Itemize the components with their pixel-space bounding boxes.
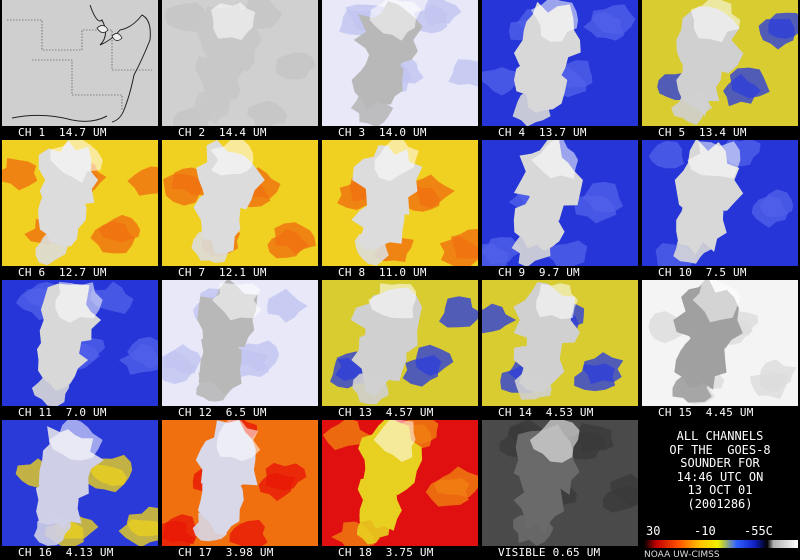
channel-tile: CH 14 4.53 UM <box>480 280 640 420</box>
satellite-image <box>642 0 798 126</box>
caption-line: 13 OCT 01 <box>687 483 753 497</box>
channel-tile: CH 11 7.0 UM <box>0 280 160 420</box>
channel-label: CH 7 12.1 UM <box>178 266 267 279</box>
scale-label-mid: -10 <box>694 524 716 538</box>
caption-line: SOUNDER FOR <box>680 456 760 470</box>
caption-line: 14:46 UTC ON <box>676 469 764 484</box>
channel-tile: CH 1 14.7 UM <box>0 0 160 140</box>
scale-label-warm: 30 <box>646 524 661 538</box>
channel-label: CH 16 4.13 UM <box>18 546 114 559</box>
satellite-image <box>2 280 158 406</box>
channel-tile: CH 10 7.5 UM <box>640 140 800 280</box>
caption-line: (2001286) <box>687 496 753 511</box>
channel-tile: CH 7 12.1 UM <box>160 140 320 280</box>
channel-label: CH 6 12.7 UM <box>18 266 107 279</box>
channel-tile: CH 18 3.75 UM <box>320 420 480 560</box>
channel-tile: CH 13 4.57 UM <box>320 280 480 420</box>
channel-label: CH 5 13.4 UM <box>658 126 747 139</box>
channel-label: CH 17 3.98 UM <box>178 546 274 559</box>
satellite-image <box>482 0 638 126</box>
channel-label: CH 11 7.0 UM <box>18 406 107 419</box>
satellite-image <box>2 0 158 126</box>
credit-text: NOAA UW-CIMSS <box>644 550 720 560</box>
satellite-image <box>2 420 158 546</box>
channel-label: VISIBLE 0.65 UM <box>498 546 601 559</box>
satellite-image <box>162 140 318 266</box>
channel-label: CH 14 4.53 UM <box>498 406 594 419</box>
channel-tile: CH 5 13.4 UM <box>640 0 800 140</box>
channel-label: CH 2 14.4 UM <box>178 126 267 139</box>
channel-label: CH 1 14.7 UM <box>18 126 107 139</box>
satellite-image <box>162 0 318 126</box>
satellite-image <box>322 420 478 546</box>
channel-label: CH 13 4.57 UM <box>338 406 434 419</box>
channel-label: CH 15 4.45 UM <box>658 406 754 419</box>
channel-label: CH 12 6.5 UM <box>178 406 267 419</box>
satellite-image <box>642 280 798 406</box>
satellite-image <box>162 420 318 546</box>
satellite-image <box>482 280 638 406</box>
channel-tile: VISIBLE 0.65 UM <box>480 420 640 560</box>
channel-tile: CH 16 4.13 UM <box>0 420 160 560</box>
channel-tile: CH 8 11.0 UM <box>320 140 480 280</box>
satellite-image <box>322 140 478 266</box>
scale-label-cold: -55C <box>744 524 773 538</box>
satellite-image <box>482 420 638 546</box>
channel-label: CH 4 13.7 UM <box>498 126 587 139</box>
channel-label: CH 8 11.0 UM <box>338 266 427 279</box>
channel-tile: CH 2 14.4 UM <box>160 0 320 140</box>
satellite-image <box>2 140 158 266</box>
channel-label: CH 3 14.0 UM <box>338 126 427 139</box>
satellite-image <box>162 280 318 406</box>
channel-label: CH 10 7.5 UM <box>658 266 747 279</box>
channel-tile: CH 9 9.7 UM <box>480 140 640 280</box>
satellite-image <box>322 280 478 406</box>
channel-tile: CH 12 6.5 UM <box>160 280 320 420</box>
channel-tile: CH 3 14.0 UM <box>320 0 480 140</box>
channel-tile: CH 17 3.98 UM <box>160 420 320 560</box>
satellite-image <box>642 140 798 266</box>
channel-label: CH 9 9.7 UM <box>498 266 580 279</box>
info-panel: ALL CHANNELS OF THE GOES-8 SOUNDER FOR 14:4… <box>640 420 800 560</box>
satellite-image <box>482 140 638 266</box>
satellite-image <box>322 0 478 126</box>
channel-tile: CH 15 4.45 UM <box>640 280 800 420</box>
channel-tile: CH 4 13.7 UM <box>480 0 640 140</box>
channel-label: CH 18 3.75 UM <box>338 546 434 559</box>
caption-line: OF THE GOES-8 <box>669 442 771 457</box>
caption-line: ALL CHANNELS <box>676 429 764 443</box>
temperature-colorbar <box>644 540 798 548</box>
product-caption: ALL CHANNELS OF THE GOES-8 SOUNDER FOR 14:4… <box>640 429 800 511</box>
channel-tile: CH 6 12.7 UM <box>0 140 160 280</box>
